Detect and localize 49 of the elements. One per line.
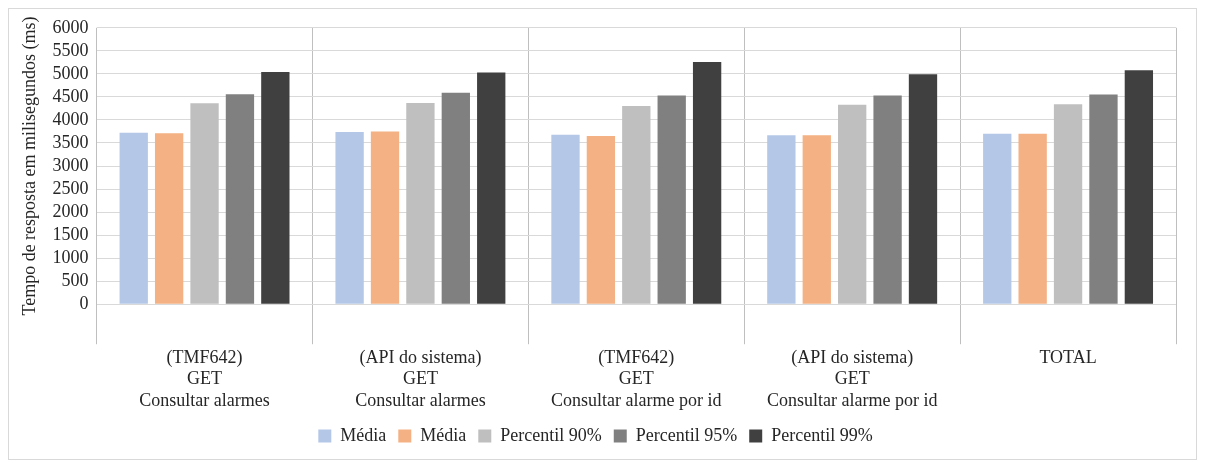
bar [119, 132, 148, 304]
bar [441, 92, 470, 304]
y-tick-label: 5000 [52, 62, 89, 83]
y-axis-title: Tempo de resposta em milisegundos (ms) [18, 16, 40, 316]
bar [261, 72, 290, 304]
bar [767, 135, 796, 304]
y-tick-label: 6000 [52, 16, 89, 37]
bar [406, 102, 435, 304]
bar [802, 135, 831, 304]
bar [586, 136, 616, 304]
bar [225, 94, 255, 304]
x-tick-label: (TMF642) GET Consultar alarmes [139, 346, 270, 410]
bar [154, 133, 184, 304]
y-tick-label: 1500 [52, 223, 89, 244]
y-tick-label: 0 [79, 292, 89, 313]
legend-label: Média [340, 424, 387, 445]
bar [1124, 70, 1154, 304]
bar [1018, 133, 1047, 304]
bar [477, 72, 506, 304]
legend-label: Percentil 99% [771, 424, 873, 445]
y-tick-label: 3500 [52, 131, 89, 152]
y-tick-label: 2500 [52, 177, 89, 198]
x-tick-label: (API do sistema) GET Consultar alarme por id [766, 346, 938, 410]
legend-label: Percentil 90% [500, 424, 602, 445]
bar [692, 61, 722, 304]
x-tick-label: TOTAL [1039, 346, 1097, 367]
y-tick-label: 1000 [52, 246, 89, 267]
y-tick-label: 4500 [52, 85, 89, 106]
y-tick-label: 3000 [52, 154, 89, 175]
bar [873, 95, 902, 304]
bar [370, 131, 400, 304]
bar [622, 106, 651, 304]
bar [657, 95, 686, 304]
y-tick-label: 2000 [52, 200, 89, 221]
bar [908, 74, 938, 304]
x-tick-label: (API do sistema) GET Consultar alarmes [355, 346, 486, 410]
legend-label: Percentil 95% [635, 424, 738, 445]
y-tick-label: 5500 [52, 39, 89, 60]
legend-label: Média [420, 424, 467, 445]
bar [1089, 94, 1118, 304]
bar [983, 133, 1012, 304]
x-tick-label: (TMF642) GET Consultar alarme por id [551, 346, 722, 410]
bar [1053, 104, 1083, 304]
y-tick-label: 500 [61, 269, 89, 290]
bar [551, 134, 580, 304]
y-tick-label: 4000 [52, 108, 89, 129]
bar [190, 103, 219, 304]
bar [838, 104, 867, 304]
bar [335, 131, 364, 304]
